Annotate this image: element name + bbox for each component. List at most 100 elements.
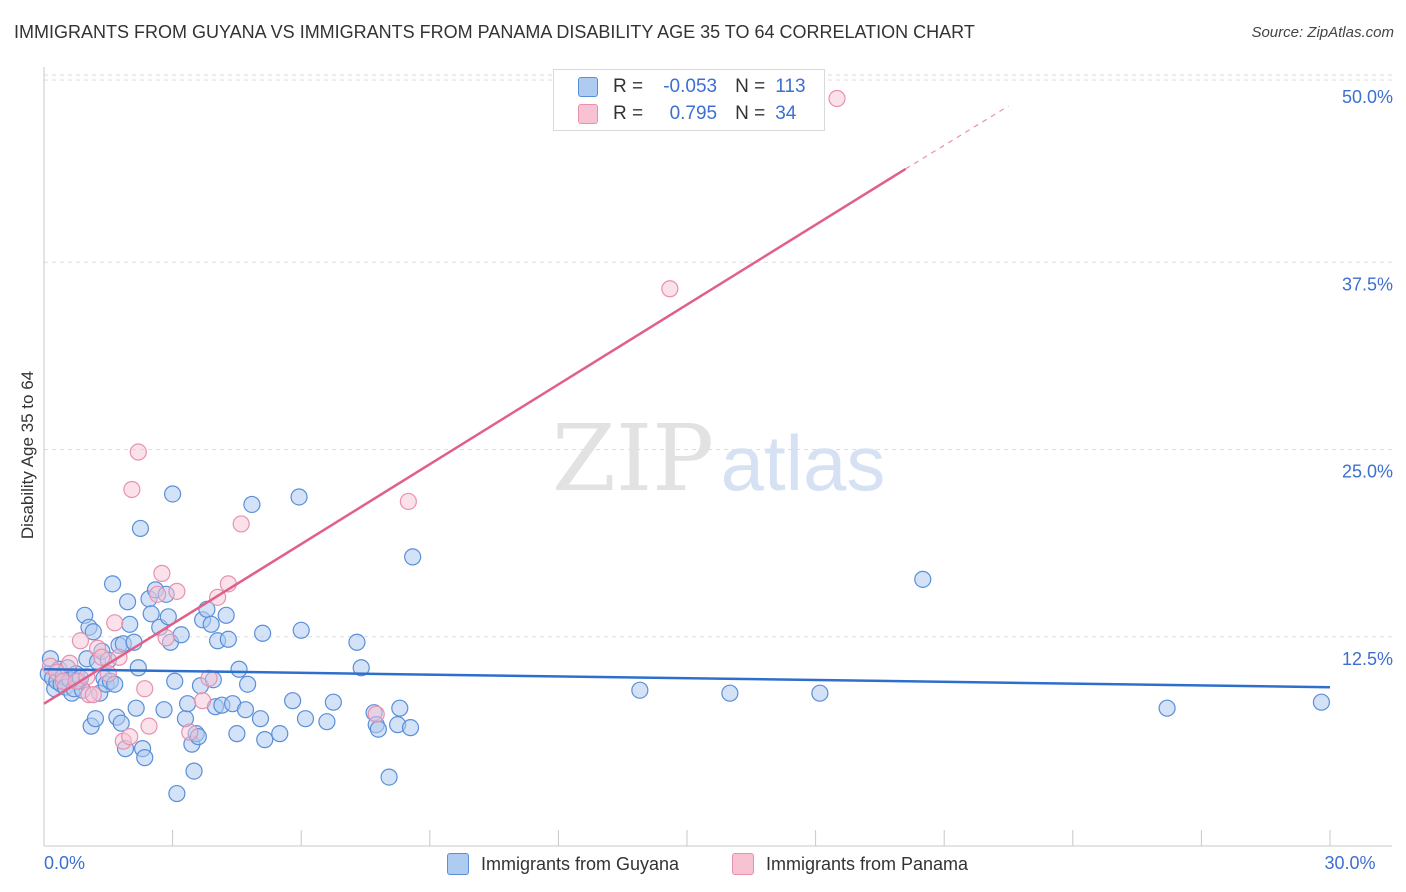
legend-row-panama: R = 0.795 N = 34	[578, 102, 796, 126]
guyana-point	[236, 701, 255, 719]
guyana-point	[296, 710, 315, 728]
guyana-point	[391, 699, 409, 717]
grid-layer	[44, 74, 1392, 638]
panama-point	[84, 686, 102, 704]
guyana-point	[271, 725, 289, 743]
panama-point	[148, 585, 167, 603]
guyana-point	[318, 713, 336, 731]
guyana-point	[239, 675, 257, 693]
guyana-point	[202, 615, 220, 633]
guyana-point	[369, 720, 387, 738]
panama-point	[181, 723, 199, 741]
panama-point	[399, 492, 417, 511]
guyana-point	[348, 633, 366, 651]
panama-point	[232, 515, 250, 533]
guyana-trend-line	[43, 667, 1331, 689]
guyana-point	[290, 488, 308, 506]
guyana-point	[131, 519, 150, 538]
panama-point	[194, 692, 212, 710]
bottom-legend-guyana: Immigrants from Guyana	[447, 852, 679, 876]
chart-title: IMMIGRANTS FROM GUYANA VS IMMIGRANTS FRO…	[14, 22, 975, 42]
panama-legend-label: Immigrants from Panama	[766, 853, 969, 874]
guyana-point	[284, 692, 302, 710]
panama-point	[71, 632, 90, 650]
guyana-point	[168, 784, 186, 803]
stats-legend: R = -0.053 N = 113 R = 0.795 N = 34	[553, 69, 825, 131]
n-label: N =	[735, 76, 766, 97]
source-label: Source: ZipAtlas.com	[1251, 24, 1394, 41]
guyana-point	[164, 485, 182, 503]
guyana-point	[84, 623, 102, 641]
guyana-point	[159, 608, 177, 626]
guyana-point	[129, 659, 147, 677]
guyana-point	[380, 768, 398, 786]
panama-swatch	[578, 104, 598, 124]
panama-legend-swatch	[732, 853, 754, 875]
panama-point	[136, 680, 154, 698]
panama-point	[140, 717, 158, 735]
guyana-point	[172, 626, 190, 644]
panama-point	[123, 480, 141, 499]
y-tick-label: 25.0%	[1342, 462, 1393, 482]
guyana-point	[324, 693, 342, 711]
panama-trend-extension	[905, 105, 1009, 170]
panama-point	[828, 89, 846, 108]
axis-layer	[43, 67, 1392, 847]
watermark: ZIP atlas	[552, 405, 885, 512]
guyana-point	[103, 575, 122, 593]
guyana-point	[185, 762, 203, 780]
guyana-r-value: -0.053	[663, 76, 718, 97]
panama-point	[61, 654, 79, 672]
guyana-point	[121, 615, 139, 633]
guyana-point	[230, 660, 248, 678]
guyana-point	[127, 699, 145, 717]
trend-layer	[43, 105, 1331, 705]
tick-labels: 12.5% 25.0% 37.5% 50.0% 0.0% 30.0%	[44, 87, 1393, 873]
guyana-point	[256, 731, 274, 749]
panama-point	[200, 669, 218, 687]
x-tick-label: 30.0%	[1324, 853, 1375, 873]
r-label: R =	[613, 103, 644, 124]
r-label: R =	[613, 76, 644, 97]
panama-point	[367, 705, 385, 723]
guyana-point	[721, 684, 739, 702]
guyana-point	[112, 714, 130, 732]
guyana-point	[179, 695, 197, 713]
guyana-point	[1158, 699, 1176, 717]
panama-point	[168, 582, 186, 600]
panama-point	[153, 564, 171, 582]
y-tick-label: 12.5%	[1342, 649, 1393, 669]
guyana-point	[118, 593, 137, 611]
n-label: N =	[735, 103, 766, 124]
guyana-n-value: 113	[775, 76, 806, 97]
guyana-points	[39, 485, 1331, 803]
guyana-point	[404, 548, 422, 566]
panama-n-value: 34	[775, 103, 797, 124]
guyana-point	[136, 749, 154, 767]
y-tick-label: 37.5%	[1342, 274, 1393, 294]
guyana-point	[217, 606, 235, 624]
legend-row-guyana: R = -0.053 N = 113	[578, 75, 806, 99]
y-axis-label: Disability Age 35 to 64	[18, 371, 37, 539]
guyana-point	[243, 495, 261, 514]
guyana-point	[228, 725, 246, 743]
panama-point	[121, 728, 139, 746]
guyana-point	[219, 630, 237, 648]
guyana-point	[631, 681, 649, 699]
guyana-point	[251, 710, 270, 728]
watermark-atlas: atlas	[721, 419, 886, 507]
panama-point	[93, 648, 111, 666]
x-tick-label: 0.0%	[44, 853, 85, 873]
guyana-point	[166, 672, 184, 690]
watermark-zip: ZIP	[552, 405, 714, 512]
panama-point	[157, 629, 175, 647]
y-tick-label: 50.0%	[1342, 87, 1393, 107]
guyana-point	[155, 701, 173, 719]
guyana-point	[86, 710, 105, 728]
panama-point	[106, 614, 124, 632]
guyana-point	[914, 570, 932, 588]
guyana-swatch	[578, 77, 598, 97]
guyana-point	[811, 684, 829, 702]
panama-trend-line	[43, 167, 907, 705]
